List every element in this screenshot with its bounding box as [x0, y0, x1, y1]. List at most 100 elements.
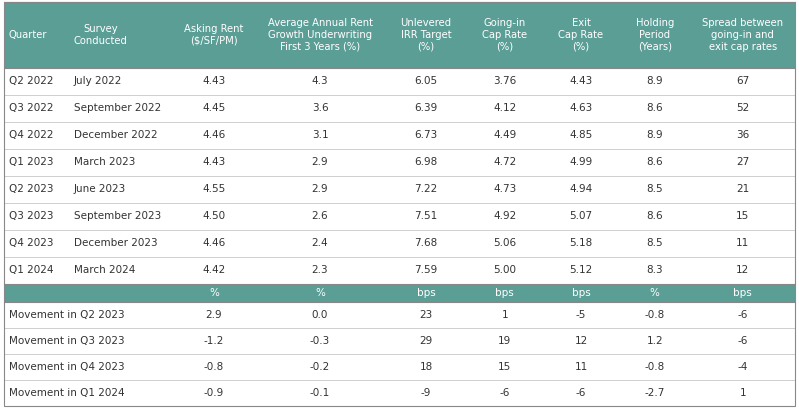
Text: 21: 21	[736, 184, 749, 194]
Text: -6: -6	[576, 388, 586, 398]
Text: bps: bps	[495, 288, 514, 298]
Text: 6.98: 6.98	[415, 157, 438, 167]
Text: 7.59: 7.59	[415, 265, 438, 275]
Text: 5.18: 5.18	[570, 238, 593, 248]
Text: July 2022: July 2022	[74, 76, 122, 86]
Text: Going-in
Cap Rate
(%): Going-in Cap Rate (%)	[482, 18, 527, 52]
Text: -0.1: -0.1	[310, 388, 330, 398]
Text: %: %	[209, 288, 219, 298]
Text: September 2023: September 2023	[74, 211, 161, 221]
Text: Holding
Period
(Years): Holding Period (Years)	[635, 18, 674, 52]
Text: 4.49: 4.49	[493, 130, 516, 140]
Text: Movement in Q2 2023: Movement in Q2 2023	[9, 310, 125, 320]
Text: -6: -6	[499, 388, 510, 398]
Text: Exit
Cap Rate
(%): Exit Cap Rate (%)	[559, 18, 603, 52]
Text: 4.85: 4.85	[570, 130, 593, 140]
Text: 7.51: 7.51	[415, 211, 438, 221]
Text: 4.45: 4.45	[202, 103, 225, 113]
Text: 5.07: 5.07	[570, 211, 593, 221]
Text: 4.43: 4.43	[570, 76, 593, 86]
Text: 5.12: 5.12	[570, 265, 593, 275]
Text: 8.5: 8.5	[646, 238, 663, 248]
Text: 4.55: 4.55	[202, 184, 225, 194]
Text: 6.73: 6.73	[415, 130, 438, 140]
Text: 11: 11	[574, 362, 588, 372]
Text: 4.73: 4.73	[493, 184, 516, 194]
Text: 2.6: 2.6	[312, 211, 328, 221]
Text: 2.9: 2.9	[205, 310, 222, 320]
Text: 6.05: 6.05	[415, 76, 438, 86]
Text: 29: 29	[419, 336, 433, 346]
Text: bps: bps	[417, 288, 435, 298]
Text: 8.3: 8.3	[646, 265, 663, 275]
Text: 5.06: 5.06	[493, 238, 516, 248]
Text: June 2023: June 2023	[74, 184, 126, 194]
Text: 4.63: 4.63	[570, 103, 593, 113]
Text: 2.9: 2.9	[312, 157, 328, 167]
Bar	[4, 230, 795, 257]
Text: 4.50: 4.50	[202, 211, 225, 221]
Bar	[4, 354, 795, 380]
Text: 4.99: 4.99	[570, 157, 593, 167]
Text: 4.42: 4.42	[202, 265, 225, 275]
Text: 3.1: 3.1	[312, 130, 328, 140]
Text: Q2 2022: Q2 2022	[9, 76, 54, 86]
Text: 2.3: 2.3	[312, 265, 328, 275]
Text: 4.3: 4.3	[312, 76, 328, 86]
Text: 27: 27	[736, 157, 749, 167]
Text: 18: 18	[419, 362, 433, 372]
Text: -1.2: -1.2	[204, 336, 225, 346]
Text: 4.12: 4.12	[493, 103, 516, 113]
Text: Q1 2023: Q1 2023	[9, 157, 54, 167]
Text: 4.43: 4.43	[202, 157, 225, 167]
Text: -0.8: -0.8	[645, 310, 665, 320]
Text: Movement in Q1 2024: Movement in Q1 2024	[9, 388, 125, 398]
Text: Spread between
going-in and
exit cap rates: Spread between going-in and exit cap rat…	[702, 18, 783, 52]
Bar	[4, 95, 795, 122]
Text: 4.92: 4.92	[493, 211, 516, 221]
Text: Asking Rent
($/SF/PM): Asking Rent ($/SF/PM)	[185, 24, 244, 46]
Bar	[4, 302, 795, 328]
Text: 2.4: 2.4	[312, 238, 328, 248]
Bar	[4, 176, 795, 203]
Text: 8.9: 8.9	[646, 76, 663, 86]
Text: 67: 67	[736, 76, 749, 86]
Text: %: %	[650, 288, 660, 298]
Text: Movement in Q4 2023: Movement in Q4 2023	[9, 362, 125, 372]
Text: Q3 2022: Q3 2022	[9, 103, 54, 113]
Text: December 2023: December 2023	[74, 238, 157, 248]
Text: 7.68: 7.68	[415, 238, 438, 248]
Bar	[4, 2, 795, 68]
Text: 7.22: 7.22	[415, 184, 438, 194]
Text: 8.5: 8.5	[646, 184, 663, 194]
Text: bps: bps	[571, 288, 590, 298]
Text: 8.6: 8.6	[646, 103, 663, 113]
Text: 1: 1	[502, 310, 508, 320]
Text: December 2022: December 2022	[74, 130, 157, 140]
Bar	[4, 380, 795, 406]
Text: Q4 2023: Q4 2023	[9, 238, 54, 248]
Text: 4.94: 4.94	[570, 184, 593, 194]
Text: -4: -4	[737, 362, 748, 372]
Text: -0.2: -0.2	[310, 362, 330, 372]
Text: 4.43: 4.43	[202, 76, 225, 86]
Text: 8.9: 8.9	[646, 130, 663, 140]
Text: 4.46: 4.46	[202, 130, 225, 140]
Text: %: %	[315, 288, 325, 298]
Text: 4.72: 4.72	[493, 157, 516, 167]
Text: 36: 36	[736, 130, 749, 140]
Text: March 2024: March 2024	[74, 265, 135, 275]
Text: -0.8: -0.8	[645, 362, 665, 372]
Text: 0.0: 0.0	[312, 310, 328, 320]
Text: 5.00: 5.00	[493, 265, 516, 275]
Text: Average Annual Rent
Growth Underwriting
First 3 Years (%): Average Annual Rent Growth Underwriting …	[268, 18, 372, 52]
Text: 8.6: 8.6	[646, 157, 663, 167]
Text: Q1 2024: Q1 2024	[9, 265, 54, 275]
Text: -2.7: -2.7	[645, 388, 665, 398]
Text: 15: 15	[498, 362, 511, 372]
Text: bps: bps	[733, 288, 752, 298]
Text: Q4 2022: Q4 2022	[9, 130, 54, 140]
Text: 23: 23	[419, 310, 433, 320]
Text: Survey
Conducted: Survey Conducted	[74, 24, 128, 46]
Text: 3.6: 3.6	[312, 103, 328, 113]
